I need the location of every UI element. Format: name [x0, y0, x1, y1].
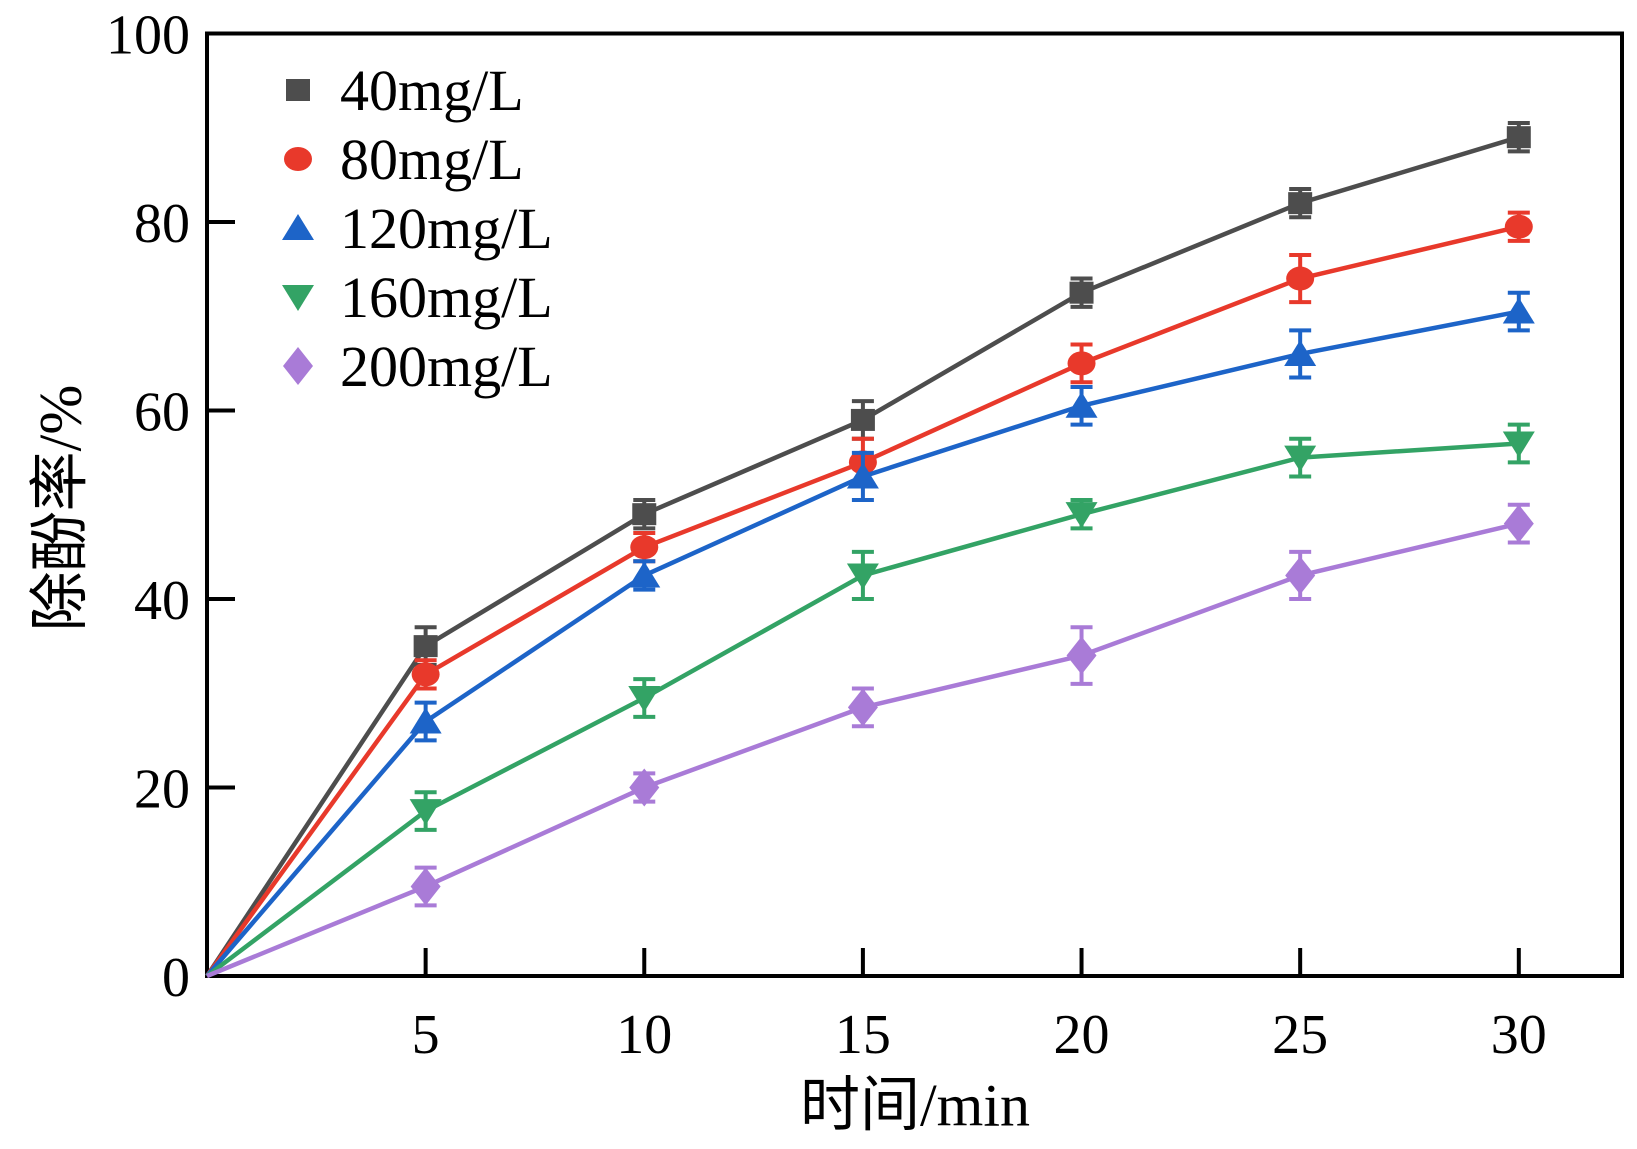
data-marker-120mg/L	[1065, 391, 1098, 418]
data-marker-40mg/L	[1506, 126, 1531, 149]
data-marker-160mg/L	[1502, 431, 1535, 458]
data-marker-40mg/L	[413, 635, 438, 658]
data-marker-200mg/L	[1066, 636, 1097, 675]
x-axis-label: 时间/min	[799, 1072, 1031, 1139]
data-marker-200mg/L	[847, 688, 878, 727]
data-marker-160mg/L	[846, 563, 879, 590]
data-marker-120mg/L	[1284, 339, 1317, 366]
y-tick-label: 60	[134, 382, 190, 444]
data-marker-200mg/L	[1503, 504, 1534, 543]
x-tick-label: 30	[1491, 1004, 1547, 1066]
legend-label-80mg/L: 80mg/L	[340, 127, 524, 192]
data-marker-120mg/L	[628, 561, 661, 588]
legend-marker-80mg/L	[284, 147, 312, 171]
data-marker-200mg/L	[629, 768, 660, 807]
data-marker-80mg/L	[411, 662, 440, 687]
data-marker-40mg/L	[850, 408, 875, 431]
x-tick-label: 25	[1272, 1004, 1328, 1066]
data-marker-120mg/L	[409, 707, 442, 734]
data-marker-40mg/L	[1288, 192, 1313, 215]
data-marker-40mg/L	[632, 503, 657, 526]
data-marker-80mg/L	[630, 535, 659, 560]
data-marker-160mg/L	[409, 799, 442, 826]
legend-label-200mg/L: 200mg/L	[340, 334, 553, 399]
x-tick-label: 10	[616, 1004, 672, 1066]
legend-marker-40mg/L	[286, 79, 310, 101]
data-marker-120mg/L	[846, 462, 879, 489]
legend-marker-160mg/L	[282, 285, 314, 311]
legend-label-160mg/L: 160mg/L	[340, 265, 553, 330]
data-marker-200mg/L	[410, 867, 441, 906]
y-tick-label: 0	[162, 947, 190, 1009]
data-marker-80mg/L	[1504, 214, 1533, 239]
data-marker-120mg/L	[1502, 297, 1535, 324]
y-tick-label: 20	[134, 759, 190, 821]
data-marker-200mg/L	[1285, 556, 1316, 595]
legend-marker-120mg/L	[282, 214, 314, 240]
y-tick-label: 100	[106, 5, 190, 67]
data-marker-160mg/L	[1065, 502, 1098, 529]
plot-border	[205, 31, 1624, 978]
legend-label-120mg/L: 120mg/L	[340, 196, 553, 261]
data-marker-160mg/L	[628, 685, 661, 712]
y-tick-label: 80	[134, 193, 190, 255]
data-marker-80mg/L	[1286, 266, 1315, 291]
y-axis-label: 除酚率/%	[27, 384, 94, 632]
x-tick-label: 15	[835, 1004, 891, 1066]
data-marker-160mg/L	[1284, 445, 1317, 472]
y-tick-label: 40	[134, 570, 190, 632]
data-marker-40mg/L	[1069, 281, 1094, 304]
data-marker-80mg/L	[1067, 351, 1096, 376]
x-tick-label: 5	[412, 1004, 440, 1066]
x-tick-label: 20	[1054, 1004, 1110, 1066]
legend-label-40mg/L: 40mg/L	[340, 58, 524, 123]
legend-marker-200mg/L	[283, 347, 313, 385]
